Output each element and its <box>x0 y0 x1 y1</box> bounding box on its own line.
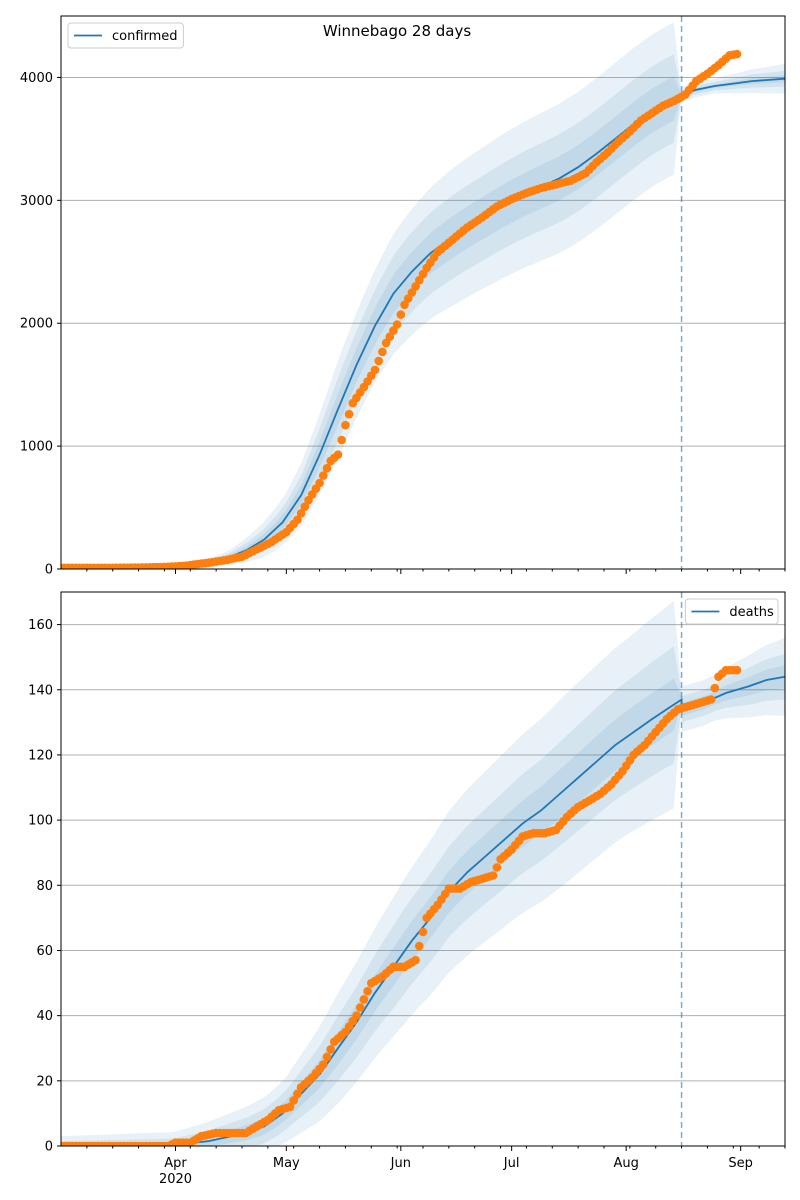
observed-point <box>319 1060 328 1069</box>
y-tick-label: 160 <box>28 618 53 633</box>
y-tick-label: 100 <box>28 814 53 829</box>
observed-point <box>411 955 420 965</box>
observed-point <box>381 338 391 348</box>
observed-point <box>296 509 306 518</box>
legend-label: confirmed <box>112 29 178 44</box>
plot-area <box>61 592 785 1146</box>
figure-title: Winnebago 28 days <box>323 22 472 40</box>
y-tick-label: 2000 <box>20 317 53 332</box>
observed-point <box>289 1096 299 1105</box>
y-tick-label: 20 <box>36 1074 53 1089</box>
legend-box <box>684 598 779 625</box>
observed-point <box>319 471 328 480</box>
band-outer <box>61 600 682 1146</box>
y-tick-label: 0 <box>45 1140 53 1155</box>
observed-point <box>355 1003 365 1012</box>
observed-point <box>392 320 402 329</box>
x-tick-label: Jul <box>503 1156 520 1171</box>
x-tick-label: Jun <box>390 1156 411 1171</box>
observed-point <box>285 1102 295 1112</box>
band-middle <box>61 54 682 569</box>
y-tick-label: 120 <box>28 748 53 763</box>
band-middle <box>681 653 785 723</box>
x-tick-label: May <box>273 1156 300 1171</box>
y-tick-label: 140 <box>28 683 53 698</box>
legend: confirmed <box>67 22 184 49</box>
observed-point <box>411 282 420 291</box>
observed-point <box>359 995 369 1004</box>
observed-point <box>322 1052 332 1062</box>
observed-point <box>337 435 347 445</box>
x-tick-label: Apr <box>164 1156 187 1171</box>
observed-point <box>293 515 302 525</box>
observed-point <box>333 450 343 460</box>
legend: deaths <box>684 598 779 625</box>
observed-point <box>706 695 716 704</box>
observed-point <box>710 683 720 693</box>
observed-point <box>418 927 428 937</box>
band-middle <box>681 70 785 99</box>
observed-point <box>732 665 742 675</box>
band-outer <box>681 637 785 733</box>
observed-point <box>418 269 428 279</box>
observed-point <box>378 347 387 357</box>
observed-point <box>370 365 380 375</box>
observed-point <box>400 300 409 310</box>
observed-point <box>396 310 406 319</box>
band-outer <box>61 22 682 569</box>
x-tick-label: Aug <box>613 1156 638 1171</box>
observed-point <box>415 941 424 951</box>
y-tick-label: 40 <box>36 1009 53 1024</box>
observed-point <box>363 986 372 996</box>
legend-box <box>67 22 184 49</box>
y-tick-label: 1000 <box>20 440 53 455</box>
y-tick-label: 3000 <box>20 194 53 209</box>
legend-label: deaths <box>729 605 774 620</box>
observed-point <box>326 1045 336 1054</box>
observed-point <box>341 420 350 430</box>
y-tick-label: 4000 <box>20 71 53 86</box>
plot-area <box>61 16 785 569</box>
band-inner <box>61 76 682 569</box>
confirmed-panel: 0 1000 2000 3000 4000 confirmed <box>20 15 786 578</box>
y-tick-label: 0 <box>45 563 53 578</box>
y-tick-label: 60 <box>36 944 53 959</box>
x-tick-label: Sep <box>728 1156 753 1171</box>
observed-point <box>352 1011 361 1020</box>
band-inner <box>61 678 682 1146</box>
observed-point <box>374 356 384 366</box>
observed-point <box>300 502 310 512</box>
observed-point <box>732 49 742 59</box>
observed-point <box>293 1089 302 1099</box>
observed-point <box>488 871 498 880</box>
band-middle <box>61 646 682 1146</box>
observed-point <box>492 863 502 872</box>
y-tick-label: 80 <box>36 879 53 894</box>
observed-point <box>344 409 354 419</box>
observed-point <box>322 463 332 473</box>
x-tick-sublabel: 2020 <box>159 1172 192 1187</box>
observed-point <box>315 478 324 488</box>
